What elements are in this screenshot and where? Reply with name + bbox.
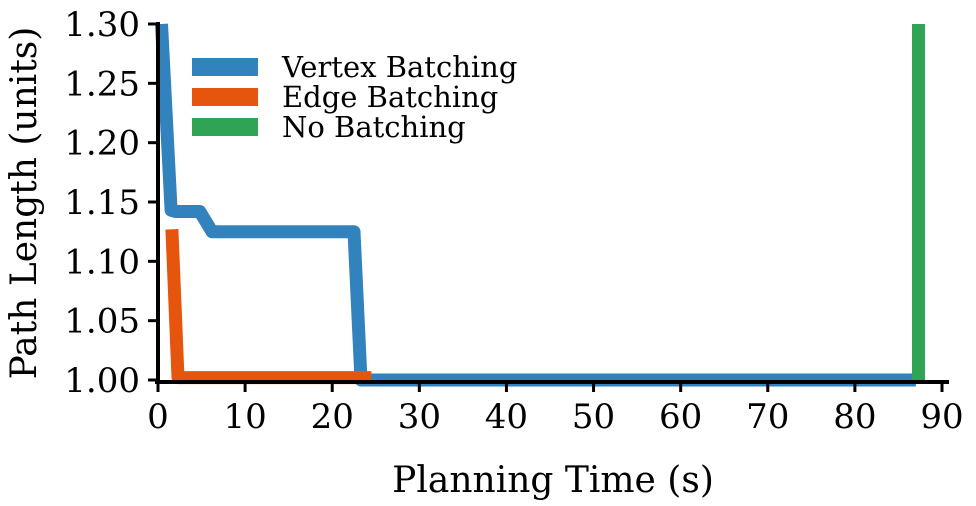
x-tick-label: 70 (746, 397, 789, 437)
x-tick-label: 30 (398, 397, 441, 437)
axes-layer (155, 22, 949, 384)
legend-swatch-2 (192, 118, 258, 136)
x-axis-title: Planning Time (s) (392, 460, 714, 501)
series-layer (155, 23, 925, 387)
legend-label-0: Vertex Batching (281, 50, 517, 84)
y-tick-label: 1.05 (64, 302, 140, 342)
y-tick-label: 1.30 (64, 5, 140, 45)
x-tick-label: 90 (920, 397, 963, 437)
y-tick-label: 1.25 (64, 64, 140, 104)
y-axis-title: Path Length (units) (4, 27, 45, 380)
y-tick-label: 1.15 (64, 183, 140, 223)
x-tick-label: 40 (485, 397, 528, 437)
y-tick-label: 1.10 (64, 242, 140, 282)
legend-label-1: Edge Batching (282, 80, 498, 114)
y-tick-label: 1.20 (64, 124, 140, 164)
series-line-0 (155, 23, 916, 387)
x-tick-label: 10 (223, 397, 266, 437)
legend-swatch-1 (192, 88, 258, 106)
x-tick-label: 0 (147, 397, 169, 437)
legend-swatch-0 (192, 58, 258, 76)
legend-label-2: No Batching (282, 110, 466, 144)
y-tick-label: 1.00 (64, 361, 140, 401)
x-tick-label: 80 (833, 397, 876, 437)
x-tick-label: 60 (659, 397, 702, 437)
series-line-1 (165, 229, 372, 385)
x-tick-label: 20 (311, 397, 354, 437)
ticks-layer: 0 10 20 30 40 50 60 70 80 90 1.00 1.05 1.10 1.15 1.20 1… (64, 5, 963, 437)
x-tick-label: 50 (572, 397, 615, 437)
